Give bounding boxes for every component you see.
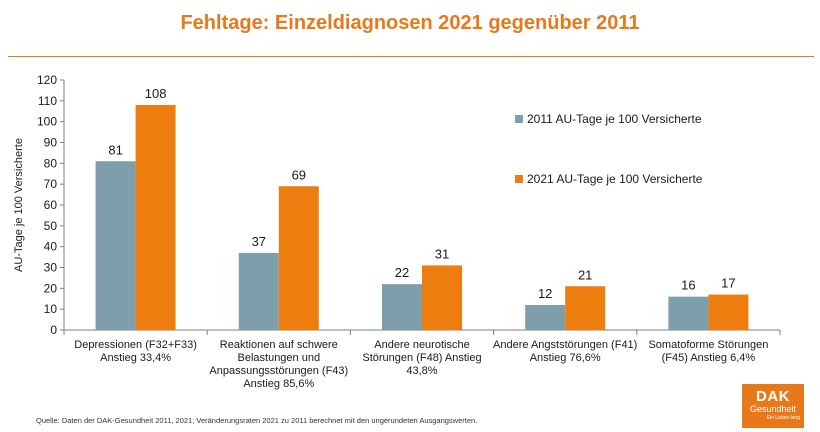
title-divider — [8, 56, 814, 57]
data-label: 21 — [578, 267, 592, 282]
legend-swatch — [515, 175, 523, 183]
x-tick-label-line: Anpassungsstörungen (F43) — [209, 365, 348, 377]
bar-2021 — [135, 105, 176, 330]
x-tick-label: Reaktionen auf schwere Belastungen und Anp… — [209, 339, 348, 390]
y-tick-label: 110 — [38, 94, 57, 108]
x-tick-label-line: Anstieg 85,6% — [243, 378, 314, 390]
data-label: 22 — [395, 265, 409, 280]
x-axis: Depressionen (F32+F33) Anstieg 33,4% Reakt… — [63, 329, 781, 390]
x-tick-label-line: Andere Angststörungen (F41) — [493, 339, 637, 351]
y-axis-label: AU-Tage je 100 Versicherte — [13, 138, 25, 272]
legend: 2011 AU-Tage je 100 Versicherte 2021 AU-T… — [515, 112, 703, 186]
y-tick-label: 30 — [44, 261, 58, 275]
data-label: 108 — [145, 86, 167, 101]
data-label: 37 — [252, 234, 266, 249]
x-tick-label: Andere neurotische Störungen (F48) Anstie… — [362, 339, 481, 377]
x-tick-label-line: Reaktionen auf schwere — [220, 339, 338, 351]
bar-2021 — [708, 294, 749, 330]
logo-main-text: DAK — [756, 388, 790, 405]
bar-2011 — [382, 284, 422, 330]
data-label: 31 — [435, 246, 449, 261]
data-label: 12 — [538, 286, 552, 301]
bar-2021 — [422, 265, 462, 330]
chart-title: Fehltage: Einzeldiagnosen 2021 gegenüber… — [180, 12, 640, 34]
logo-tagline: Ein Leben lang — [766, 415, 800, 421]
x-tick-label-line: Andere neurotische — [374, 339, 469, 351]
y-tick-label: 20 — [44, 281, 58, 295]
y-tick-label: 10 — [44, 302, 58, 316]
y-tick-label: 50 — [44, 219, 58, 233]
bar-2011 — [525, 305, 566, 330]
data-label: 81 — [108, 142, 122, 157]
data-label: 17 — [721, 276, 735, 291]
y-tick-label: 90 — [44, 136, 58, 150]
bar-2011 — [238, 252, 279, 330]
x-tick-label-line: 43,8% — [406, 365, 437, 377]
data-label: 16 — [681, 278, 695, 293]
x-tick-label-line: Anstieg 76,6% — [530, 352, 601, 364]
legend-label: 2021 AU-Tage je 100 Versicherte — [527, 172, 703, 186]
logo-sub-text: Gesundheit — [749, 404, 797, 414]
bar-2011 — [668, 296, 709, 330]
bar-chart: 0 10 20 30 40 50 60 70 80 90 100 110 120 AU-Tage je … — [13, 73, 781, 390]
y-tick-label: 40 — [44, 240, 58, 254]
y-tick-label: 0 — [50, 323, 57, 337]
y-tick-label: 100 — [37, 115, 57, 129]
x-tick-label: Depressionen (F32+F33) Anstieg 33,4% — [74, 339, 197, 364]
x-tick-label-line: Anstieg 33,4% — [100, 352, 171, 364]
x-tick-label-line: Störungen (F48) Anstieg — [362, 352, 481, 364]
bar-2021 — [278, 186, 319, 330]
x-tick-label-line: Somatoforme Störungen — [648, 339, 768, 351]
x-tick-label-line: (F45) Anstieg 6,4% — [662, 352, 756, 364]
legend-swatch — [515, 115, 523, 123]
data-label: 69 — [292, 167, 306, 182]
source-note: Quelle: Daten der DAK-Gesundheit 2011, 2… — [36, 416, 478, 425]
y-tick-label: 120 — [37, 73, 57, 87]
y-tick-label: 70 — [44, 177, 58, 191]
x-tick-label-line: Depressionen (F32+F33) — [74, 339, 197, 351]
y-tick-label: 80 — [44, 156, 58, 170]
bar-2011 — [95, 161, 136, 330]
dak-logo: DAK Gesundheit Ein Leben lang — [742, 384, 804, 428]
legend-label: 2011 AU-Tage je 100 Versicherte — [527, 112, 702, 126]
x-tick-label: Somatoforme Störungen (F45) Anstieg 6,4% — [648, 339, 768, 364]
bar-2021 — [565, 286, 606, 330]
x-tick-label: Andere Angststörungen (F41) Anstieg 76,6% — [493, 339, 637, 364]
bars: 81 37 22 12 16 108 69 31 21 17 — [95, 86, 749, 330]
y-tick-label: 60 — [44, 198, 58, 212]
y-axis: 0 10 20 30 40 50 60 70 80 90 100 110 120 — [37, 73, 65, 337]
x-tick-label-line: Belastungen und — [238, 352, 321, 364]
